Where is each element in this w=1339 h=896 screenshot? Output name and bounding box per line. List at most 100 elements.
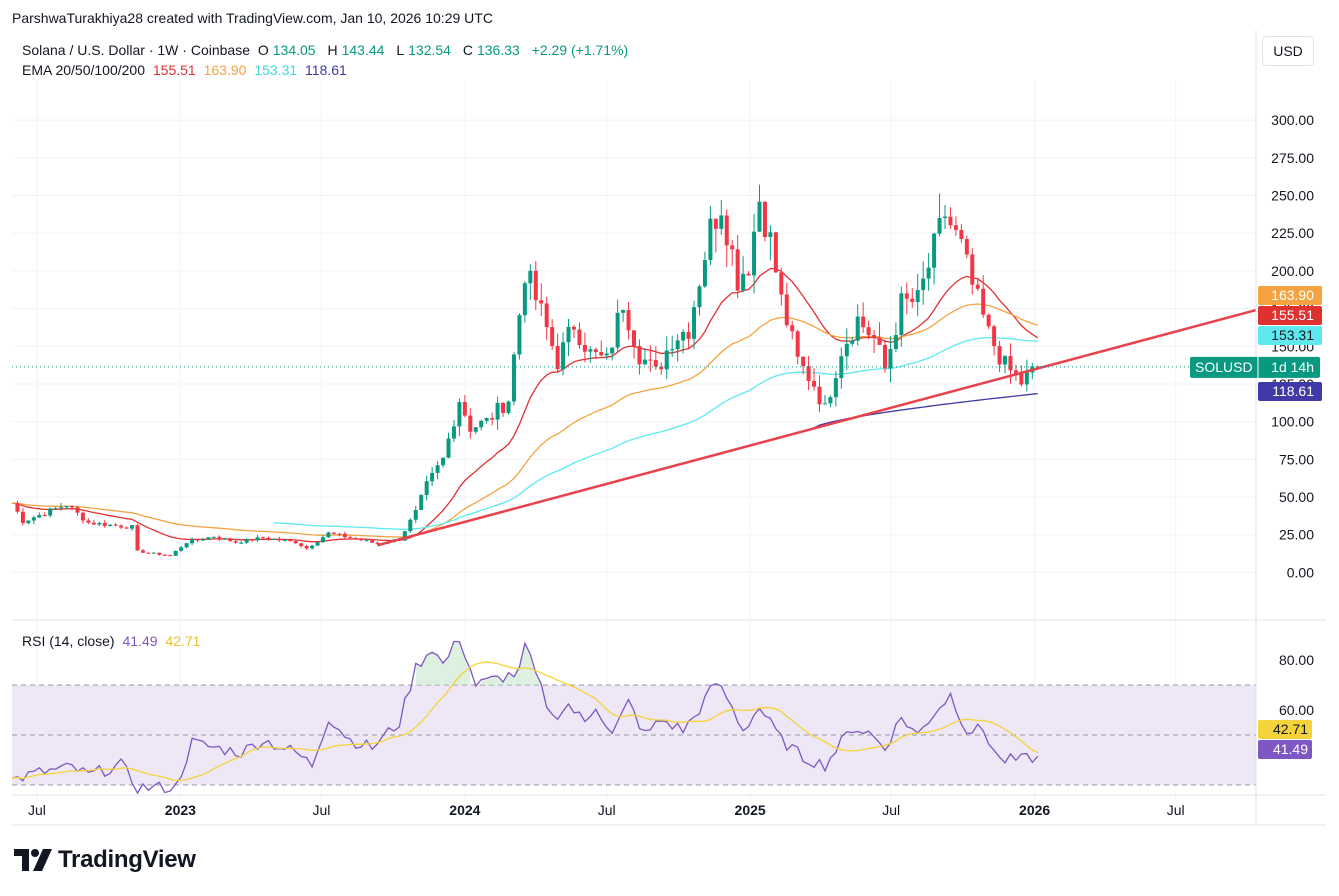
candle-body: [146, 552, 151, 554]
candle-body: [550, 327, 555, 346]
candle-body: [997, 346, 1002, 365]
candle-body: [713, 218, 718, 229]
time-tick-label: Jul: [1167, 802, 1185, 818]
rsi-line: [11, 640, 1039, 795]
symbol-title[interactable]: Solana / U.S. Dollar · 1W · Coinbase: [22, 42, 250, 58]
candle-body: [981, 288, 986, 315]
rsi-tick-label: 60.00: [1279, 702, 1314, 718]
candle-body: [419, 495, 424, 510]
candle-body: [795, 331, 800, 357]
candle-body: [1013, 370, 1018, 374]
candle-body: [746, 273, 751, 276]
candle-body: [184, 543, 189, 548]
candle-body: [702, 260, 707, 287]
candle-body: [610, 347, 615, 354]
rsi-label[interactable]: RSI (14, close): [22, 633, 115, 649]
candle-body: [451, 426, 456, 439]
ema-legend: EMA 20/50/100/200 155.51 163.90 153.31 1…: [22, 62, 351, 78]
candle-body: [119, 525, 124, 528]
candle-body: [904, 293, 909, 299]
time-tick-label: 2024: [449, 802, 480, 818]
time-tick-label: 2023: [165, 802, 196, 818]
trendline[interactable]: [377, 308, 1257, 547]
candle-body: [168, 555, 173, 557]
candle-body: [37, 515, 42, 518]
candle-body: [86, 520, 91, 523]
candle-body: [768, 232, 773, 237]
candle-body: [528, 270, 533, 284]
candle-body: [206, 537, 211, 540]
candle-body: [539, 300, 544, 304]
candle-body: [260, 537, 265, 539]
candle-body: [430, 472, 435, 482]
candle-body: [244, 539, 249, 543]
rsi-band: [12, 684, 1256, 786]
candle-body: [517, 315, 522, 355]
rsi-ma-line: [11, 661, 1039, 782]
ema200-value: 118.61: [305, 62, 347, 78]
candle-body: [490, 418, 495, 420]
time-tick-label: Jul: [598, 802, 616, 818]
candle-body: [157, 552, 162, 555]
price-tick-label: 250.00: [1271, 188, 1314, 204]
candle-body: [53, 508, 58, 510]
candle-body: [441, 457, 446, 466]
candle-body: [861, 316, 866, 328]
candle-body: [675, 340, 680, 350]
tradingview-logo[interactable]: TradingView: [14, 846, 196, 874]
candle-body: [364, 540, 369, 542]
candle-body: [462, 402, 467, 416]
tradingview-logo-text: TradingView: [58, 846, 196, 873]
candle-body: [190, 539, 195, 544]
candle-body: [626, 310, 631, 331]
candle-body: [75, 507, 80, 513]
candle-body: [588, 349, 593, 352]
candle-body: [162, 554, 167, 556]
candle-body: [812, 380, 817, 387]
ohlc-low: L 132.54: [396, 42, 451, 58]
ema100-value: 153.31: [254, 62, 298, 78]
candle-body: [910, 298, 915, 303]
candle-body: [921, 278, 926, 291]
candle-body: [424, 481, 429, 496]
candle-body: [779, 272, 784, 295]
candle-body: [664, 350, 669, 370]
ema100-line: [273, 336, 1038, 530]
candle-body: [239, 542, 244, 544]
candle-body: [855, 316, 860, 341]
candle-body: [948, 216, 953, 226]
candle-body: [773, 232, 778, 273]
ema50-value: 163.90: [203, 62, 247, 78]
candle-body: [943, 216, 947, 219]
candle-body: [719, 215, 724, 229]
candle-body: [408, 519, 413, 532]
candle-body: [277, 538, 282, 541]
candle-body: [686, 331, 691, 339]
candle-body: [310, 545, 315, 549]
candle-body: [872, 335, 877, 338]
candle-body: [953, 225, 958, 230]
candle-body: [632, 330, 636, 347]
rsi-tick-label: 80.00: [1279, 652, 1314, 668]
candle-body: [964, 238, 969, 255]
candle-body: [342, 533, 347, 538]
rsi-axis-label-bg: [1258, 740, 1312, 759]
candles: [15, 184, 1040, 557]
ema200-axis-label: 118.61: [1272, 383, 1314, 399]
candle-body: [681, 331, 686, 341]
currency-button[interactable]: USD: [1262, 36, 1314, 66]
candle-body: [271, 538, 276, 540]
support-trendline: [377, 308, 1257, 547]
candle-body: [888, 349, 893, 369]
candle-body: [822, 403, 827, 405]
rsi-axis-label: 41.49: [1273, 741, 1308, 757]
candle-body: [708, 218, 713, 261]
candle-body: [642, 359, 647, 365]
candle-body: [522, 283, 527, 316]
candle-body: [446, 438, 451, 458]
candle-body: [173, 550, 178, 556]
ema-label[interactable]: EMA 20/50/100/200: [22, 62, 145, 78]
candle-body: [359, 538, 364, 541]
candle-body: [752, 231, 757, 276]
